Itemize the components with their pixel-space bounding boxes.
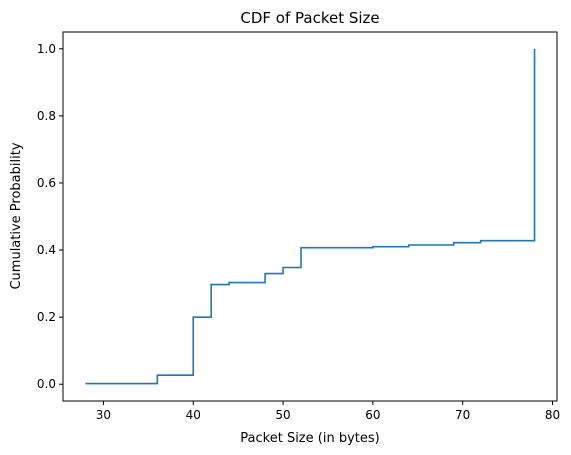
y-axis-label: Cumulative Probability <box>9 142 24 289</box>
y-tick-label: 0.2 <box>37 310 56 324</box>
x-tick-label: 40 <box>186 408 201 422</box>
y-tick-label: 1.0 <box>37 42 56 56</box>
cdf-step-line <box>85 48 536 385</box>
y-tick-label: 0.4 <box>37 243 56 257</box>
x-tick-label: 30 <box>96 408 111 422</box>
y-tick-label: 0.8 <box>37 109 56 123</box>
x-tick-label: 80 <box>545 408 560 422</box>
x-tick-label: 50 <box>275 408 290 422</box>
x-tick-label: 60 <box>365 408 380 422</box>
x-axis-label: Packet Size (in bytes) <box>240 431 379 446</box>
y-tick-label: 0.6 <box>37 176 56 190</box>
x-axis-ticks: 30 40 50 60 70 80 <box>96 401 560 422</box>
y-axis-ticks: 0.0 0.2 0.4 0.6 0.8 1.0 <box>37 42 63 391</box>
plot-frame <box>62 31 558 402</box>
plot-area <box>85 48 536 385</box>
x-tick-label: 70 <box>455 408 470 422</box>
chart-title: CDF of Packet Size <box>240 9 379 27</box>
y-tick-label: 0.0 <box>37 377 56 391</box>
